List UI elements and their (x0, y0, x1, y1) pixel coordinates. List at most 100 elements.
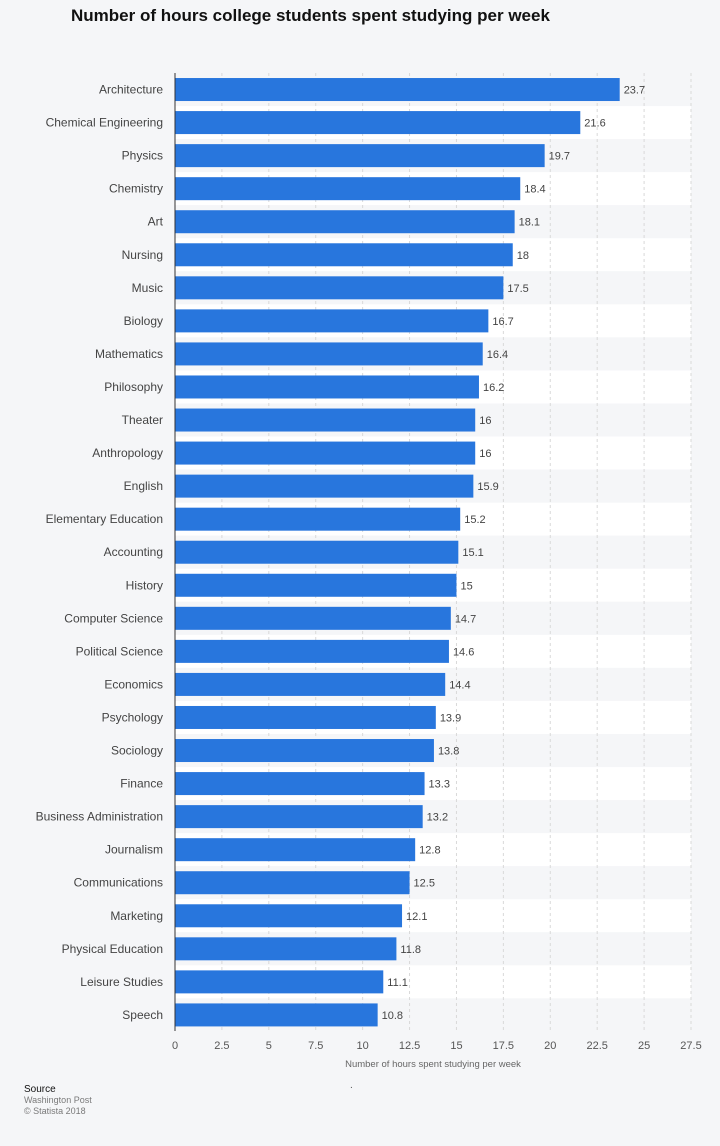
bar-value-label: 15 (460, 580, 472, 592)
chart-title: Number of hours college students spent s… (71, 6, 550, 25)
bar (175, 78, 620, 102)
category-label: Journalism (105, 843, 163, 857)
category-label: Speech (122, 1008, 163, 1022)
x-tick-label: 0 (172, 1040, 178, 1052)
bar-value-label: 12.1 (406, 911, 427, 923)
bar-value-label: 16.4 (487, 349, 508, 361)
bar-value-label: 11.8 (400, 944, 421, 956)
bar (175, 144, 545, 168)
bar-value-label: 13.2 (427, 812, 448, 824)
bar (175, 772, 425, 796)
bar-value-label: 14.6 (453, 646, 474, 658)
bar (175, 474, 474, 498)
category-label: Sociology (111, 744, 163, 758)
bar (175, 507, 461, 531)
bar (175, 243, 513, 267)
bar-value-label: 15.1 (462, 547, 483, 559)
category-label: Finance (120, 777, 163, 791)
category-label: Accounting (104, 545, 163, 559)
bar-value-label: 18 (517, 250, 529, 262)
category-label: Music (132, 281, 163, 295)
bar-value-label: 11.1 (387, 977, 408, 989)
category-label: Physical Education (62, 942, 163, 956)
bar-value-label: 16.2 (483, 382, 504, 394)
bar (175, 705, 436, 729)
bar-value-label: 14.4 (449, 679, 470, 691)
category-label: Theater (122, 413, 163, 427)
x-tick-labels: 0 2.5 5 7.5 10 12.5 15 17.5 20 22.5 25 27.5 (172, 1040, 702, 1052)
bar (175, 904, 403, 928)
x-tick-label: 7.5 (308, 1040, 323, 1052)
bar (175, 937, 397, 961)
bar (175, 639, 449, 663)
bar-value-label: 15.2 (464, 514, 485, 526)
category-label: Political Science (76, 644, 164, 658)
x-tick-label: 20 (544, 1040, 556, 1052)
category-label: Philosophy (104, 380, 163, 394)
x-tick-label: 27.5 (680, 1040, 701, 1052)
bars (175, 78, 620, 1027)
bar (175, 1003, 378, 1027)
x-tick-label: 5 (266, 1040, 272, 1052)
bar (175, 805, 423, 829)
x-tick-label: 10 (357, 1040, 369, 1052)
bar (175, 739, 434, 763)
bar-value-label: 23.7 (624, 85, 645, 97)
category-label: Nursing (122, 248, 163, 262)
bar-value-label: 13.9 (440, 712, 461, 724)
x-tick-label: 2.5 (214, 1040, 229, 1052)
bar (175, 408, 476, 432)
category-label: Mathematics (95, 347, 163, 361)
bar (175, 276, 504, 300)
category-label: Leisure Studies (80, 975, 163, 989)
category-label: Marketing (110, 909, 163, 923)
bar (175, 838, 416, 862)
category-label: Architecture (99, 83, 163, 97)
bar-value-label: 16 (479, 448, 491, 460)
category-label: Art (148, 215, 164, 229)
stray-mark: . (350, 1080, 353, 1091)
bar (175, 672, 446, 696)
source-name: Washington Post (24, 1095, 92, 1105)
category-label: Biology (124, 314, 163, 328)
bar (175, 177, 521, 201)
x-tick-label: 15 (450, 1040, 462, 1052)
bar-value-label: 18.4 (524, 184, 545, 196)
x-axis-label: Number of hours spent studying per week (345, 1059, 521, 1070)
bar (175, 540, 459, 564)
category-label: History (126, 578, 163, 592)
source-footer: Source Washington Post © Statista 2018 (24, 1084, 92, 1117)
bar (175, 375, 479, 399)
x-tick-label: 25 (638, 1040, 650, 1052)
bar (175, 573, 457, 597)
bar (175, 871, 410, 895)
copyright: © Statista 2018 (24, 1106, 86, 1116)
x-tick-label: 17.5 (493, 1040, 514, 1052)
bar (175, 342, 483, 366)
bar-value-label: 19.7 (549, 151, 570, 163)
bar-value-label: 14.7 (455, 613, 476, 625)
bar (175, 970, 384, 994)
category-label: Elementary Education (46, 512, 163, 526)
x-tick-label: 12.5 (399, 1040, 420, 1052)
category-label: Computer Science (64, 611, 163, 625)
category-label: Chemistry (109, 182, 163, 196)
bar-value-label: 12.5 (414, 878, 435, 890)
bar-value-label: 18.1 (519, 217, 540, 229)
category-label: Anthropology (92, 446, 163, 460)
bar (175, 606, 451, 630)
category-label: Business Administration (36, 810, 163, 824)
bar (175, 111, 581, 135)
value-labels: 23.7 21.6 19.7 18.4 18.1 18 17.5 16.7 16.4 16.2 16… (382, 85, 645, 1022)
source-heading: Source (24, 1084, 56, 1095)
bar-value-label: 16 (479, 415, 491, 427)
bar-value-label: 15.9 (477, 481, 498, 493)
bar-value-label: 21.6 (584, 118, 605, 130)
x-tick-label: 22.5 (586, 1040, 607, 1052)
bar-value-label: 10.8 (382, 1010, 403, 1022)
bar-value-label: 17.5 (507, 283, 528, 295)
bar-value-label: 16.7 (492, 316, 513, 328)
bar-value-label: 13.8 (438, 746, 459, 758)
category-label: Chemical Engineering (46, 116, 163, 130)
